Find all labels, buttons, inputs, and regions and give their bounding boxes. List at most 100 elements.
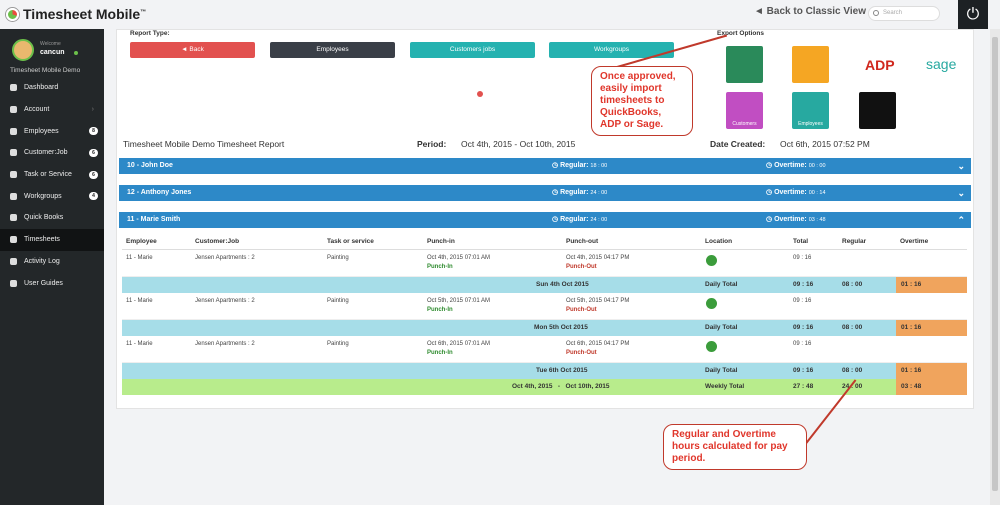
top-bar: Timesheet Mobile™ ◄ Back to Classic View…	[0, 0, 1000, 29]
count-badge: 4	[89, 192, 98, 201]
cell-punch-in: Oct 4th, 2015 07:01 AM	[427, 255, 491, 261]
punch-out-tag: Punch-Out	[566, 307, 597, 313]
employee-name: 12 - Anthony Jones	[127, 189, 192, 196]
search-input[interactable]: Search	[868, 6, 940, 21]
period-value: Oct 4th, 2015 - Oct 10th, 2015	[461, 139, 576, 149]
weekly-total-label: Weekly Total	[705, 383, 745, 390]
power-icon[interactable]: ⏻	[958, 0, 988, 29]
date-created-label: Date Created:	[710, 139, 766, 149]
clock-icon: ◷	[766, 189, 773, 196]
quickbooks-online-export-icon[interactable]	[726, 46, 763, 83]
header-punch-in: Punch-in	[427, 238, 455, 245]
employee-name: 10 - John Doe	[127, 162, 173, 169]
profile: Welcome cancun	[0, 29, 104, 67]
employee-accordion-anthony-jones[interactable]: 12 - Anthony Jones ◷ Regular: 24 : 00 ◷ …	[119, 185, 971, 201]
location-icon[interactable]	[706, 341, 717, 352]
printer-icon[interactable]	[859, 92, 896, 129]
weekly-total-row: Oct 4th, 2015 - Oct 10th, 2015 Weekly To…	[122, 379, 967, 395]
customers-excel-export-icon[interactable]: Customers	[726, 92, 763, 129]
cell-punch-in: Oct 6th, 2015 07:01 AM	[427, 341, 491, 347]
export-customers-label: Customers	[732, 121, 757, 127]
overtime-hours: ◷ Overtime: 00 : 14	[766, 189, 826, 196]
cell-task: Painting	[327, 298, 349, 304]
cell-punch-out: Oct 4th, 2015 04:17 PM	[566, 255, 630, 261]
sidebar-item-employees[interactable]: Employees 8	[0, 120, 104, 142]
task-icon	[10, 171, 17, 179]
sidebar-item-dashboard[interactable]: Dashboard	[0, 77, 104, 99]
sidebar-item-label: Account	[24, 106, 50, 114]
report-type-label: Report Type:	[130, 30, 170, 37]
punch-out-tag: Punch-Out	[566, 350, 597, 356]
clock-icon: ◷	[766, 162, 773, 169]
employees-icon	[10, 127, 17, 135]
scrollbar[interactable]	[990, 29, 1000, 505]
sage-export-icon[interactable]: sage	[925, 46, 962, 83]
sidebar-item-customer-job[interactable]: Customer:Job 6	[0, 142, 104, 164]
sidebar-item-label: Workgroups	[24, 192, 62, 200]
adp-export-icon[interactable]: ADP	[859, 46, 896, 83]
daily-overtime-value: 01 : 16	[896, 277, 967, 293]
quickbooks-export-icon[interactable]	[792, 46, 829, 83]
app-logo[interactable]: Timesheet Mobile™	[6, 6, 146, 22]
sidebar-item-label: User Guides	[24, 279, 63, 287]
cell-task: Painting	[327, 255, 349, 261]
daily-total-label: Daily Total	[705, 281, 738, 288]
customer-jobs-button[interactable]: Customers jobs	[410, 42, 535, 58]
count-badge: 8	[89, 127, 98, 136]
daily-regular-value: 08 : 00	[842, 367, 863, 374]
sidebar-item-account[interactable]: Account ›	[0, 99, 104, 121]
weekly-overtime-value: 03 : 48	[896, 379, 967, 395]
chevron-right-icon: ›	[91, 106, 94, 114]
scrollbar-thumb[interactable]	[992, 37, 998, 491]
day-label: Tue 6th Oct 2015	[536, 367, 588, 374]
employee-accordion-marie-smith[interactable]: 11 - Marie Smith ◷ Regular: 24 : 00 ◷ Ov…	[119, 212, 971, 228]
employee-accordion-john-doe[interactable]: 10 - John Doe ◷ Regular: 18 : 00 ◷ Overt…	[119, 158, 971, 174]
sidebar-item-workgroups[interactable]: Workgroups 4	[0, 185, 104, 207]
company-name: Timesheet Mobile Demo	[10, 67, 81, 74]
employees-button[interactable]: Employees	[270, 42, 395, 58]
cell-punch-out: Oct 5th, 2015 04:17 PM	[566, 298, 630, 304]
count-badge: 6	[89, 170, 98, 179]
sidebar-item-timesheets[interactable]: Timesheets	[0, 228, 104, 251]
avatar[interactable]	[12, 39, 34, 61]
back-to-classic-view-link[interactable]: ◄ Back to Classic View	[754, 6, 866, 17]
location-icon[interactable]	[706, 255, 717, 266]
workgroups-icon	[10, 192, 17, 200]
day-label: Sun 4th Oct 2015	[536, 281, 589, 288]
quickbooks-icon	[10, 214, 17, 222]
punch-in-tag: Punch-In	[427, 350, 453, 356]
clock-icon: ◷	[552, 189, 559, 196]
customer-icon	[10, 149, 17, 157]
timesheets-icon	[10, 236, 17, 244]
svg-text:ADP: ADP	[865, 57, 895, 73]
cell-employee: 11 - Marie	[126, 341, 153, 347]
online-status-icon	[74, 51, 78, 55]
overtime-hours: ◷ Overtime: 03 : 48	[766, 216, 826, 223]
cell-employee: 11 - Marie	[126, 298, 153, 304]
chevron-down-icon[interactable]: ⌄	[957, 188, 965, 198]
sidebar-item-task-or-service[interactable]: Task or Service 6	[0, 164, 104, 186]
sidebar-item-label: Customer:Job	[24, 149, 68, 157]
app-title: Timesheet Mobile	[23, 6, 141, 22]
chevron-down-icon[interactable]: ⌄	[957, 161, 965, 171]
sidebar-item-activity-log[interactable]: Activity Log	[0, 251, 104, 273]
sidebar-item-label: Activity Log	[24, 257, 60, 265]
workgroups-button[interactable]: Workgroups	[549, 42, 674, 58]
employees-excel-export-icon[interactable]: Employees	[792, 92, 829, 129]
trademark: ™	[140, 9, 147, 16]
sidebar-item-quick-books[interactable]: Quick Books	[0, 207, 104, 229]
daily-total-label: Daily Total	[705, 367, 738, 374]
date-created-value: Oct 6th, 2015 07:52 PM	[780, 139, 870, 149]
search-placeholder: Search	[883, 10, 903, 16]
sidebar: Welcome cancun Timesheet Mobile Demo Das…	[0, 29, 104, 505]
clock-icon: ◷	[552, 216, 559, 223]
back-button[interactable]: ◄ Back	[130, 42, 255, 58]
svg-text:sage: sage	[926, 56, 957, 72]
daily-total-value: 09 : 16	[793, 281, 814, 288]
chevron-up-icon[interactable]: ⌃	[957, 215, 965, 225]
sidebar-item-label: Quick Books	[24, 214, 64, 222]
sidebar-item-user-guides[interactable]: User Guides	[0, 272, 104, 294]
header-total: Total	[793, 238, 809, 245]
location-icon[interactable]	[706, 298, 717, 309]
clock-icon: ◷	[766, 216, 773, 223]
